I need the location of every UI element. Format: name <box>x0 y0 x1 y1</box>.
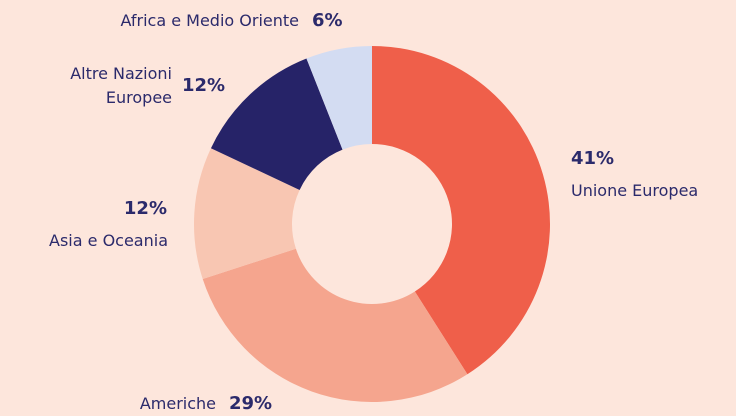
value-label: 12% <box>123 198 167 219</box>
slice <box>202 248 468 403</box>
value-label: 6% <box>312 10 343 31</box>
category-label: Asia e Oceania <box>49 231 168 250</box>
slice <box>372 46 550 375</box>
slice <box>210 58 343 190</box>
slice <box>194 148 300 280</box>
value-label: 41% <box>571 148 615 169</box>
category-label: Altre Nazioni Europee <box>70 64 172 107</box>
category-label: Africa e Medio Oriente <box>120 11 300 30</box>
value-label: 12% <box>182 75 226 96</box>
slice <box>306 46 372 150</box>
category-label: Americhe <box>139 394 216 413</box>
value-label: 29% <box>229 393 273 414</box>
category-label: Unione Europea <box>571 181 699 200</box>
